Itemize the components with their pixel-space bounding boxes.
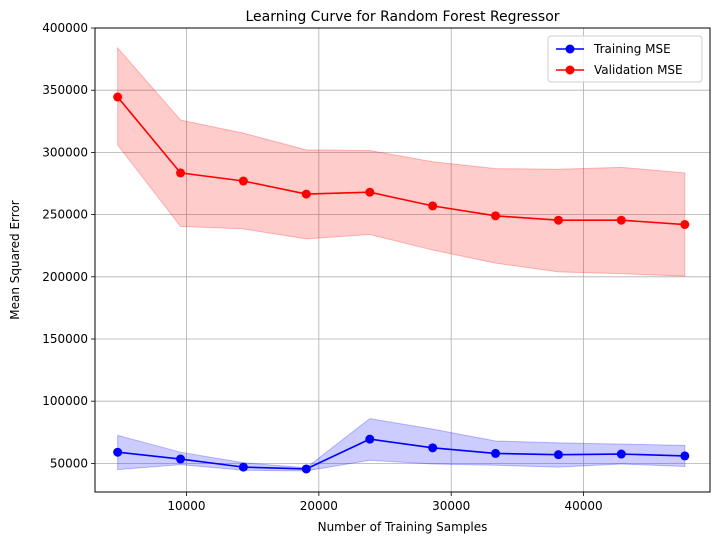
validation-point (553, 215, 563, 225)
y-tick-label: 50000 (50, 456, 88, 470)
training-line (117, 438, 685, 470)
training-point (428, 443, 438, 453)
training-point (176, 454, 186, 464)
training-band (117, 418, 686, 472)
training-point (113, 447, 123, 457)
y-axis-title: Mean Squared Error (8, 200, 22, 320)
x-tick-label: 10000 (167, 499, 205, 513)
training-point (491, 448, 501, 458)
grid-lines (95, 27, 710, 492)
y-tick-label: 150000 (42, 332, 88, 346)
validation-point (176, 168, 186, 178)
training-point (680, 451, 690, 461)
legend-validation-label: Validation MSE (594, 63, 683, 77)
validation-point (428, 201, 438, 211)
training-point (365, 434, 375, 444)
legend-training-label: Training MSE (593, 42, 671, 56)
x-tick-label: 40000 (564, 499, 602, 513)
series-lines (117, 96, 685, 470)
training-point (238, 462, 248, 472)
training-point (616, 449, 626, 459)
validation-point (301, 189, 311, 199)
y-tick-label: 350000 (42, 83, 88, 97)
y-tick-label: 400000 (42, 21, 88, 35)
validation-point (680, 220, 690, 230)
training-point (553, 450, 563, 460)
training-point (301, 464, 311, 474)
plot-frame (94, 27, 711, 493)
validation-point (365, 187, 375, 197)
series-points (113, 92, 690, 474)
x-axis-title: Number of Training Samples (318, 520, 488, 534)
validation-point (238, 176, 248, 186)
validation-point (616, 215, 626, 225)
chart-title: Learning Curve for Random Forest Regress… (245, 9, 559, 25)
axis-ticks: 10000 20000 30000 40000 50000 100000 150000 200… (42, 21, 602, 513)
y-tick-label: 200000 (42, 270, 88, 284)
y-tick-label: 250000 (42, 208, 88, 222)
y-tick-label: 100000 (42, 394, 88, 408)
legend: Training MSE Validation MSE (547, 35, 703, 83)
legend-training-marker (565, 44, 575, 54)
validation-line (117, 96, 685, 226)
legend-box (547, 35, 703, 83)
y-tick-label: 300000 (42, 145, 88, 159)
x-tick-label: 20000 (300, 499, 338, 513)
validation-point (113, 92, 123, 102)
x-tick-label: 30000 (432, 499, 470, 513)
legend-validation-marker (565, 65, 575, 75)
validation-point (491, 211, 501, 221)
